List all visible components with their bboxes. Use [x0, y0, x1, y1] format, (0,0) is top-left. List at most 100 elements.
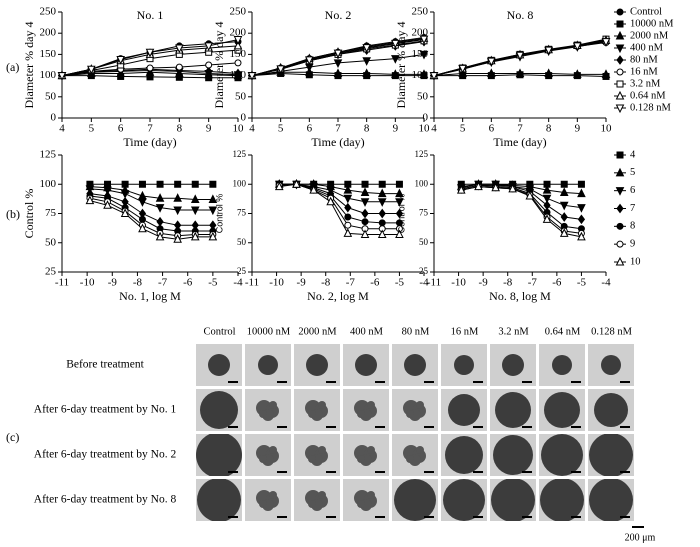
marker — [85, 195, 95, 205]
y-tick-label: 75 — [237, 208, 247, 218]
marker — [116, 55, 125, 65]
marker — [190, 206, 200, 216]
marker — [361, 218, 369, 226]
y-tick-label: 75 — [419, 208, 429, 218]
column-label: 10000 nM — [247, 326, 291, 337]
series-line — [89, 188, 213, 211]
marker — [474, 181, 483, 191]
x-tick-label: -4 — [601, 277, 611, 289]
x-tick-label: -5 — [208, 277, 218, 289]
spheroid — [601, 355, 621, 375]
x-tick-label: 7 — [517, 123, 523, 135]
y-tick-label: 50 — [417, 90, 429, 102]
image-tile — [196, 479, 242, 521]
legend-marker — [615, 187, 625, 196]
marker — [362, 57, 371, 66]
legend-marker — [616, 20, 624, 28]
marker — [208, 231, 218, 241]
series-line — [461, 186, 582, 238]
marker — [361, 208, 369, 219]
y-axis-title: Diameter % day 4 — [22, 22, 36, 109]
y-tick-label: 25 — [237, 266, 247, 276]
image-tile — [196, 434, 242, 476]
spheroid — [495, 392, 531, 428]
spheroid — [406, 410, 414, 418]
marker — [155, 193, 165, 202]
legend-marker — [615, 104, 625, 114]
marker — [274, 181, 284, 191]
y-axis-title: Control % — [396, 194, 406, 234]
spheroid — [544, 392, 580, 428]
legend-label: 8 — [630, 221, 635, 232]
image-tile — [539, 434, 585, 476]
image-tile — [588, 389, 634, 431]
y-tick-label: 50 — [237, 237, 247, 247]
x-tick-label: 8 — [364, 123, 370, 135]
spheroid — [589, 434, 633, 476]
x-tick-label: -10 — [269, 277, 284, 289]
marker — [419, 50, 429, 60]
marker — [577, 204, 586, 213]
image-tile — [539, 344, 585, 386]
image-tile — [392, 389, 438, 431]
marker — [542, 184, 552, 194]
x-tick-label: -4 — [233, 277, 243, 289]
marker — [559, 228, 569, 237]
legend-marker — [616, 151, 624, 159]
scale-label: 200 μm — [625, 532, 656, 543]
marker — [515, 51, 525, 61]
x-tick-label: 6 — [118, 123, 124, 135]
legend-marker — [616, 68, 624, 76]
x-tick-label: -7 — [528, 277, 538, 289]
spheroid — [269, 401, 277, 409]
y-tick-label: 100 — [412, 69, 429, 81]
spheroid — [258, 355, 278, 375]
y-tick-label: 150 — [412, 48, 429, 60]
y-axis-title: Diameter % day 4 — [212, 22, 226, 109]
x-tick-label: 7 — [335, 123, 341, 135]
image-tile — [392, 434, 438, 476]
row-label: After 6-day treatment by No. 8 — [34, 494, 177, 506]
marker — [292, 179, 301, 188]
y-tick-label: 125 — [40, 149, 57, 161]
column-label: 0.64 nM — [545, 326, 581, 337]
column-label: 0.128 nM — [591, 326, 633, 337]
spheroid — [552, 355, 572, 375]
marker — [560, 180, 568, 188]
marker — [87, 65, 96, 75]
marker — [234, 68, 242, 79]
y-tick-label: 25 — [419, 266, 429, 276]
x-tick-label: 5 — [460, 123, 466, 135]
spheroid — [416, 401, 424, 409]
x-tick-label: 5 — [89, 123, 95, 135]
spheroid — [493, 435, 533, 475]
marker — [395, 180, 403, 188]
chart-title: No. 8 — [507, 8, 534, 22]
legend-marker — [616, 8, 624, 16]
x-tick-label: -4 — [419, 277, 429, 289]
spheroid — [454, 355, 474, 375]
image-tile — [490, 344, 536, 386]
marker — [138, 180, 146, 188]
legend-label: 6 — [630, 185, 635, 196]
marker — [360, 187, 370, 196]
legend-marker — [616, 80, 624, 88]
image-tile — [490, 434, 536, 476]
x-tick-label: -5 — [395, 277, 405, 289]
marker — [247, 72, 257, 81]
marker — [543, 200, 551, 211]
y-tick-label: 50 — [419, 237, 429, 247]
legend-label: 9 — [630, 239, 635, 250]
spheroid — [367, 446, 375, 454]
marker — [155, 204, 165, 213]
image-tile — [441, 344, 487, 386]
marker — [156, 216, 164, 227]
spheroid — [197, 479, 241, 521]
marker — [360, 198, 370, 207]
marker — [544, 68, 553, 77]
column-label: 400 nM — [350, 326, 384, 337]
image-tile — [245, 344, 291, 386]
y-tick-label: 200 — [230, 27, 247, 39]
marker — [191, 180, 199, 188]
marker — [103, 200, 112, 209]
